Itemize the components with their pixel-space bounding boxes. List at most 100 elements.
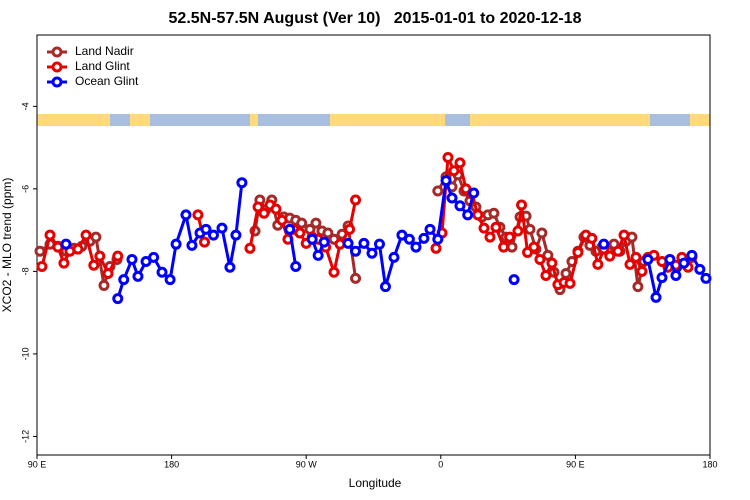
y-axis-label: XCO2 - MLO trend (ppm)	[0, 178, 14, 313]
data-point	[200, 223, 212, 235]
data-point	[207, 229, 219, 241]
data-point	[524, 223, 536, 235]
data-point	[454, 157, 466, 169]
data-point	[630, 251, 642, 263]
data-point	[80, 229, 92, 241]
data-point	[504, 231, 516, 243]
data-point	[512, 225, 524, 237]
data-point	[296, 217, 308, 229]
data-point	[542, 249, 554, 261]
data-point	[632, 281, 644, 293]
data-point	[88, 259, 100, 271]
data-point	[312, 249, 324, 261]
data-point	[192, 209, 204, 221]
data-point	[34, 245, 46, 257]
x-tick-label: 180	[164, 459, 179, 469]
data-point	[224, 261, 236, 273]
x-tick-label: 90 E	[28, 459, 47, 469]
data-point	[156, 266, 168, 278]
data-point	[440, 175, 452, 187]
data-point	[270, 203, 282, 215]
data-point	[604, 250, 616, 262]
data-point	[60, 238, 72, 250]
data-point	[90, 231, 102, 243]
data-point	[636, 265, 648, 277]
data-point	[430, 242, 442, 254]
legend-label: Land Glint	[75, 59, 130, 73]
data-point	[310, 217, 322, 229]
data-point	[258, 207, 270, 219]
data-point	[294, 227, 306, 239]
x-tick-label: 90 W	[296, 459, 318, 469]
data-point	[358, 237, 370, 249]
legend-marker	[51, 61, 63, 73]
data-point	[98, 279, 110, 291]
data-point	[322, 227, 334, 239]
data-point	[650, 291, 662, 303]
data-point	[624, 258, 636, 270]
data-point	[318, 236, 330, 248]
data-point	[328, 266, 340, 278]
data-point	[410, 241, 422, 253]
data-point	[612, 245, 624, 257]
data-point	[432, 233, 444, 245]
data-point	[276, 214, 288, 226]
data-point	[306, 233, 318, 245]
data-point	[536, 227, 548, 239]
data-point	[284, 223, 296, 235]
data-point	[164, 274, 176, 286]
data-point	[442, 152, 454, 164]
data-point	[572, 246, 584, 258]
data-point	[478, 222, 490, 234]
data-point	[516, 199, 528, 211]
x-axis-label: Longitude	[349, 476, 402, 490]
legend-marker	[51, 76, 63, 88]
data-point	[642, 253, 654, 265]
data-point	[592, 258, 604, 270]
data-point	[598, 238, 610, 250]
data-point	[342, 237, 354, 249]
data-point	[694, 263, 706, 275]
data-point	[472, 209, 484, 221]
data-point	[488, 207, 500, 219]
data-point	[132, 270, 144, 282]
data-point	[700, 272, 712, 284]
data-point	[36, 260, 48, 272]
plot-frame	[36, 34, 711, 456]
map-strip	[37, 114, 710, 126]
data-point	[366, 247, 378, 259]
data-point	[148, 251, 160, 263]
data-point	[534, 253, 546, 265]
data-point	[199, 236, 211, 248]
series	[60, 175, 712, 305]
legend-label: Ocean Glint	[75, 74, 139, 88]
data-point	[290, 260, 302, 272]
data-point	[498, 241, 510, 253]
data-point	[540, 270, 552, 282]
data-point	[112, 293, 124, 305]
data-point	[350, 245, 362, 257]
data-point	[216, 222, 228, 234]
data-point	[664, 253, 676, 265]
data-point	[94, 250, 106, 262]
data-point	[118, 274, 130, 286]
data-point	[126, 253, 138, 265]
data-point	[230, 229, 242, 241]
x-tick-label: 90 E	[566, 459, 585, 469]
data-point	[506, 241, 518, 253]
legend-marker	[51, 46, 63, 58]
y-tick-label: -4	[20, 102, 30, 110]
data-point	[72, 243, 84, 255]
data-point	[454, 200, 466, 212]
data-point	[350, 194, 362, 206]
data-point	[379, 281, 391, 293]
y-tick-label: -10	[20, 347, 30, 360]
data-point	[618, 229, 630, 241]
data-point	[244, 242, 256, 254]
data-point	[44, 229, 56, 241]
data-point	[102, 267, 114, 279]
data-point	[522, 246, 534, 258]
chart-title: 52.5N-57.5N August (Ver 10) 2015-01-01 t…	[169, 10, 582, 27]
data-point	[560, 267, 572, 279]
